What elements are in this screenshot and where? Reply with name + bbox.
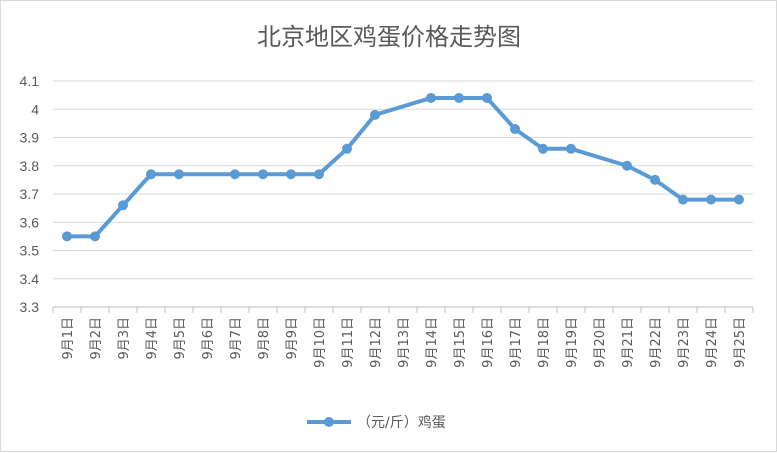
x-tick-label: 9月15日 [453,317,468,368]
data-point [174,169,184,180]
series-line-segment [317,146,349,177]
x-tick-label: 9月10日 [313,317,328,368]
x-tick-label: 9月5日 [173,317,188,360]
data-point [622,160,632,171]
y-tick-label: 3.5 [20,243,40,259]
chart-title: 北京地区鸡蛋价格走势图 [257,23,521,51]
data-point [510,124,520,135]
x-tick-label: 9月16日 [481,317,496,368]
data-point [258,169,268,180]
x-tick-label: 9月24日 [705,317,720,368]
x-tick-label: 9月13日 [397,317,412,368]
y-tick-label: 4.1 [20,73,40,89]
series-line-segment [653,177,685,202]
series-line-segment [625,163,657,182]
series-line-segment [513,127,545,151]
data-point [566,143,576,154]
x-axis [52,306,754,313]
series-points [62,92,744,242]
x-tick-label: 9月22日 [649,317,664,368]
x-tick-label: 9月23日 [677,317,692,368]
data-point [426,92,436,103]
data-point [706,194,716,205]
data-point [482,92,492,103]
x-tick-label: 9月9日 [285,317,300,360]
x-tick-label: 9月2日 [89,317,104,360]
y-tick-label: 3.7 [20,186,40,202]
data-point [538,143,548,154]
series-line-segment [485,95,517,132]
data-point [342,143,352,154]
data-point [62,231,72,242]
series-line-segment [93,203,125,239]
data-point [286,169,296,180]
data-point [118,200,128,211]
data-point [370,109,380,120]
legend: （元/斤）鸡蛋 [307,414,446,431]
x-tick-label: 9月12日 [369,317,384,368]
x-tick-label: 9月7日 [229,317,244,360]
y-tick-label: 3.8 [20,158,40,174]
y-tick-label: 3.3 [20,299,40,315]
x-tick-label: 9月11日 [341,317,356,368]
series-line-segment [373,95,433,117]
y-tick-label: 3.4 [20,271,40,287]
data-point [314,169,324,180]
x-tick-label: 9月25日 [733,317,748,368]
series-line-segment [569,146,629,168]
x-tick-label: 9月6日 [201,317,216,360]
x-tick-label: 9月1日 [61,317,76,360]
x-tick-label: 9月17日 [509,317,524,368]
x-tick-label: 9月20日 [593,317,608,368]
data-point [678,194,688,205]
data-point [734,194,744,205]
data-point [230,169,240,180]
series-lines [65,95,741,239]
x-tick-label: 9月21日 [621,317,636,368]
legend-marker-swatch [324,417,334,427]
y-axis-tick-labels: 3.3 3.4 3.5 3.6 3.7 3.8 3.9 4 4.1 [20,73,40,315]
data-point [650,174,660,185]
data-point [146,169,156,180]
x-tick-label: 9月3日 [117,317,132,360]
series-line-segment [121,172,153,208]
data-point [90,231,100,242]
x-tick-label: 9月18日 [537,317,552,368]
gridlines [53,80,753,280]
y-tick-label: 4 [31,101,39,117]
x-tick-label: 9月19日 [565,317,580,368]
x-tick-label: 9月14日 [425,317,440,368]
y-tick-label: 3.6 [20,214,40,230]
x-tick-label: 9月4日 [145,317,160,360]
series-line-segment [345,112,377,151]
x-tick-label: 9月8日 [257,317,272,360]
y-tick-label: 3.9 [20,130,40,146]
data-point [454,92,464,103]
x-axis-tick-labels: 9月1日 9月2日 9月3日 9月4日 9月5日 9月6日 9月7日 9月8日 9月9日 9月10… [61,317,748,368]
legend-label: （元/斤）鸡蛋 [357,414,446,431]
